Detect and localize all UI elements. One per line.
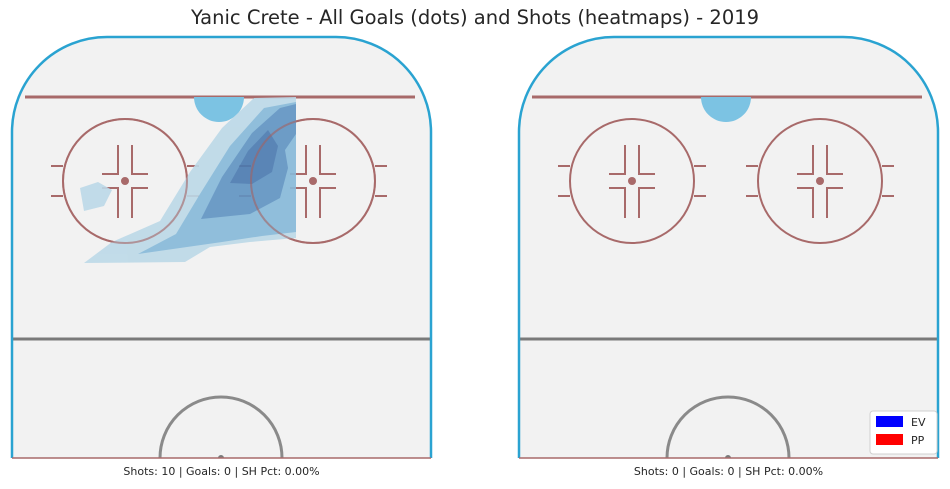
center-dot <box>218 455 224 458</box>
legend-swatch-pp <box>876 434 903 445</box>
heat-level-1b <box>80 182 112 211</box>
goal-crease <box>701 97 751 122</box>
boards-left <box>10 35 433 458</box>
legend-label-ev: EV <box>911 416 926 429</box>
faceoff-dot <box>121 177 129 185</box>
center-circle <box>665 395 791 458</box>
goal-crease <box>194 97 244 122</box>
rink-right <box>519 37 938 458</box>
faceoff-right <box>746 118 894 244</box>
center-circle <box>158 395 284 458</box>
faceoff-dot <box>309 177 317 185</box>
legend-label-pp: PP <box>911 434 925 447</box>
legend-swatch-ev <box>876 416 903 427</box>
faceoff-dot <box>628 177 636 185</box>
rink-left <box>12 37 431 458</box>
shot-heatmap <box>80 97 296 263</box>
caption-right: Shots: 0 | Goals: 0 | SH Pct: 0.00% <box>634 465 823 478</box>
center-dot <box>725 455 731 458</box>
faceoff-dot <box>816 177 824 185</box>
heat-level-4 <box>230 130 278 184</box>
faceoff-left <box>558 118 706 244</box>
chart-title: Yanic Crete - All Goals (dots) and Shots… <box>190 6 760 29</box>
boards-right <box>517 35 940 458</box>
legend: EV PP <box>869 410 938 455</box>
caption-left: Shots: 10 | Goals: 0 | SH Pct: 0.00% <box>123 465 319 478</box>
